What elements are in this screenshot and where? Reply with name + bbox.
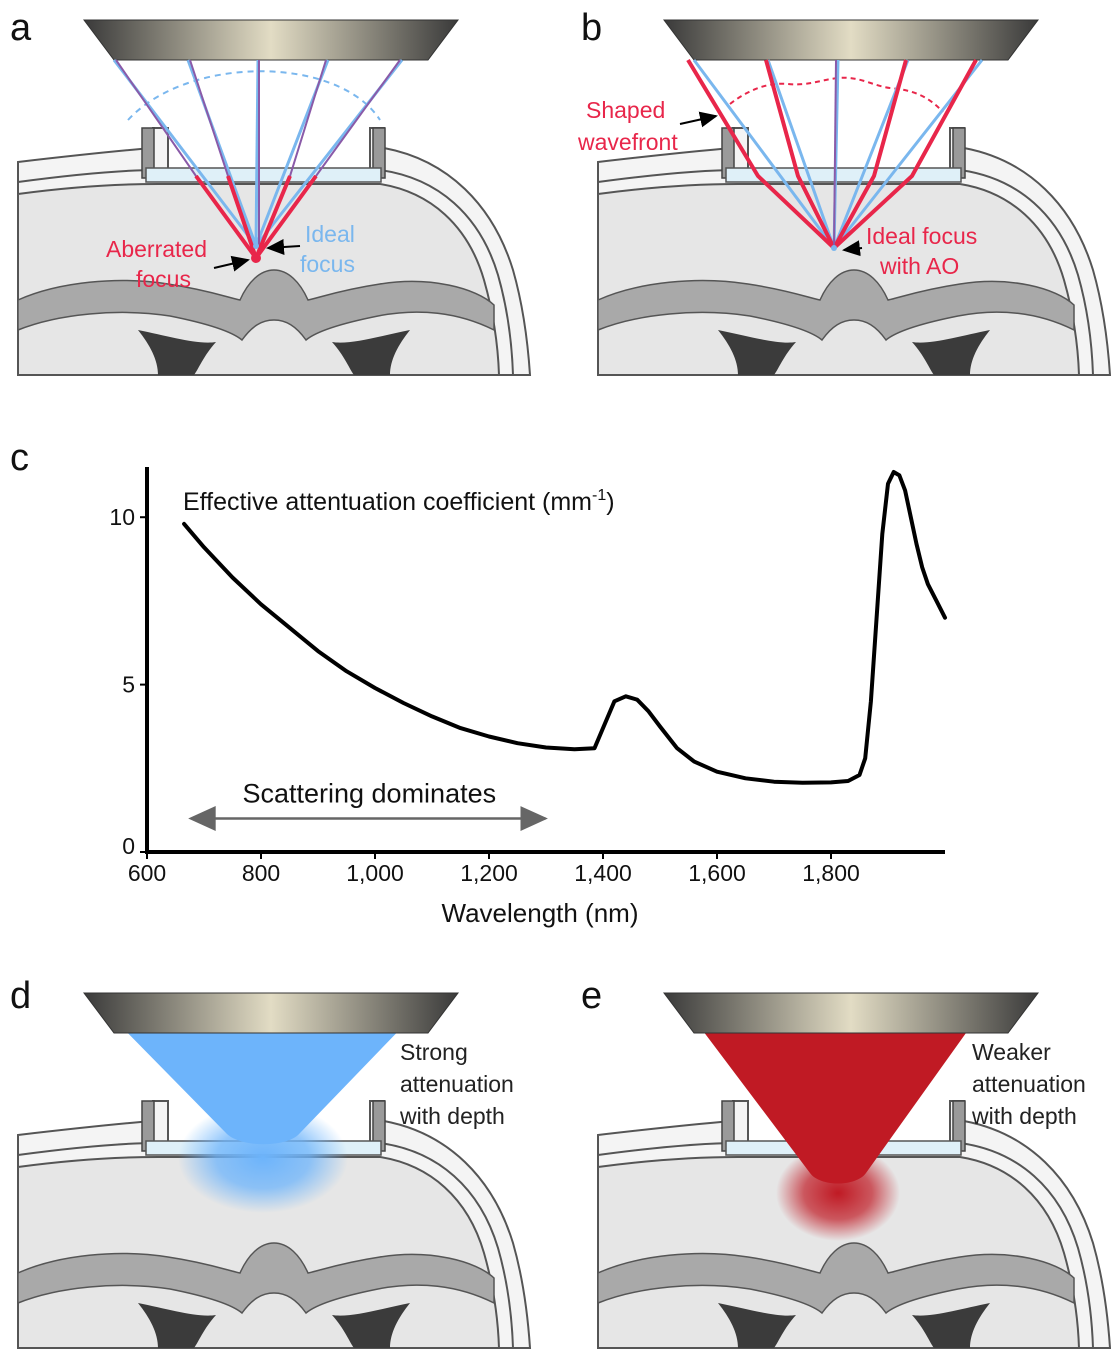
objective-lens <box>663 19 1039 61</box>
panel-letter-c: c <box>10 437 29 479</box>
mouse-head-illustration <box>17 127 531 376</box>
panel-letter-d: d <box>10 975 31 1017</box>
weaker-attenuation-text-2: attenuation <box>972 1071 1086 1097</box>
ideal-focus-ao-label: Ideal focus <box>866 223 977 249</box>
panel-c-chart: c Effective attentuation coefficient (mm… <box>10 437 947 928</box>
objective-lens <box>83 992 459 1034</box>
ideal-focus-point <box>253 243 259 249</box>
objective-lens <box>83 19 459 61</box>
arrow-icon <box>679 111 718 128</box>
aberrated-focus-label-line2: focus <box>136 266 191 292</box>
ideal-focus-with-ao-point <box>831 245 837 251</box>
panel-d: Strong attenuation with depth <box>17 992 531 1349</box>
y-tick-label: 0 <box>122 833 135 859</box>
x-tick-label: 1,000 <box>346 860 404 886</box>
weaker-attenuation-text-3: with depth <box>971 1103 1077 1129</box>
corrected-rays <box>686 58 978 250</box>
chart-title: Effective attentuation coefficient (mm-1… <box>183 487 615 516</box>
shaped-wavefront-label: Shaped <box>586 97 665 123</box>
panel-letter-b: b <box>581 7 602 49</box>
blue-glow <box>178 1103 348 1213</box>
arrow-icon <box>266 239 301 255</box>
ideal-focus-label: Ideal <box>305 221 355 247</box>
shaped-wavefront <box>729 76 944 113</box>
strong-attenuation-text-3: with depth <box>399 1103 505 1129</box>
chart-axes <box>145 467 945 854</box>
chart-series <box>182 470 947 785</box>
chart-annotation: Scattering dominates <box>188 779 548 832</box>
x-tick-label: 600 <box>128 860 166 886</box>
y-tick-label: 10 <box>109 504 135 530</box>
x-tick-label: 1,400 <box>574 860 632 886</box>
panel-letter-e: e <box>581 975 602 1017</box>
x-axis-label: Wavelength (nm) <box>442 898 639 928</box>
weaker-attenuation-text-1: Weaker <box>972 1039 1051 1065</box>
x-tick-label: 800 <box>242 860 280 886</box>
objective-lens <box>663 992 1039 1034</box>
red-light-cone <box>694 1019 976 1184</box>
arrow-icon <box>213 255 250 272</box>
x-tick-label: 1,800 <box>802 860 860 886</box>
panel-e: Weaker attenuation with depth <box>597 992 1111 1349</box>
shaped-wavefront-label-line2: wavefront <box>577 129 678 155</box>
series-line-0 <box>182 470 947 785</box>
arrow-icon <box>842 240 863 257</box>
strong-attenuation-text-1: Strong <box>400 1039 468 1065</box>
spherical-wavefront <box>127 70 381 121</box>
panel-letter-a: a <box>10 7 32 49</box>
chart-ticks: 600 800 1,000 1,200 1,400 1,600 1,800 0 5 10 <box>109 504 859 886</box>
ideal-focus-ao-label-line2: with AO <box>879 253 959 279</box>
blue-light-cone <box>114 1019 410 1145</box>
x-tick-label: 1,200 <box>460 860 518 886</box>
mouse-head-illustration <box>597 127 1111 376</box>
aberrated-focus-point <box>251 253 261 263</box>
ideal-focus-label-line2: focus <box>300 251 355 277</box>
strong-attenuation-text-2: attenuation <box>400 1071 514 1097</box>
y-tick-label: 5 <box>122 672 135 698</box>
aberrated-focus-label: Aberrated <box>106 236 207 262</box>
x-tick-label: 1,600 <box>688 860 746 886</box>
panel-b: Shaped wavefront Ideal focus with AO <box>577 19 1111 376</box>
annotation-label: Scattering dominates <box>242 779 496 809</box>
panel-a: Aberrated focus Ideal focus <box>17 19 531 376</box>
